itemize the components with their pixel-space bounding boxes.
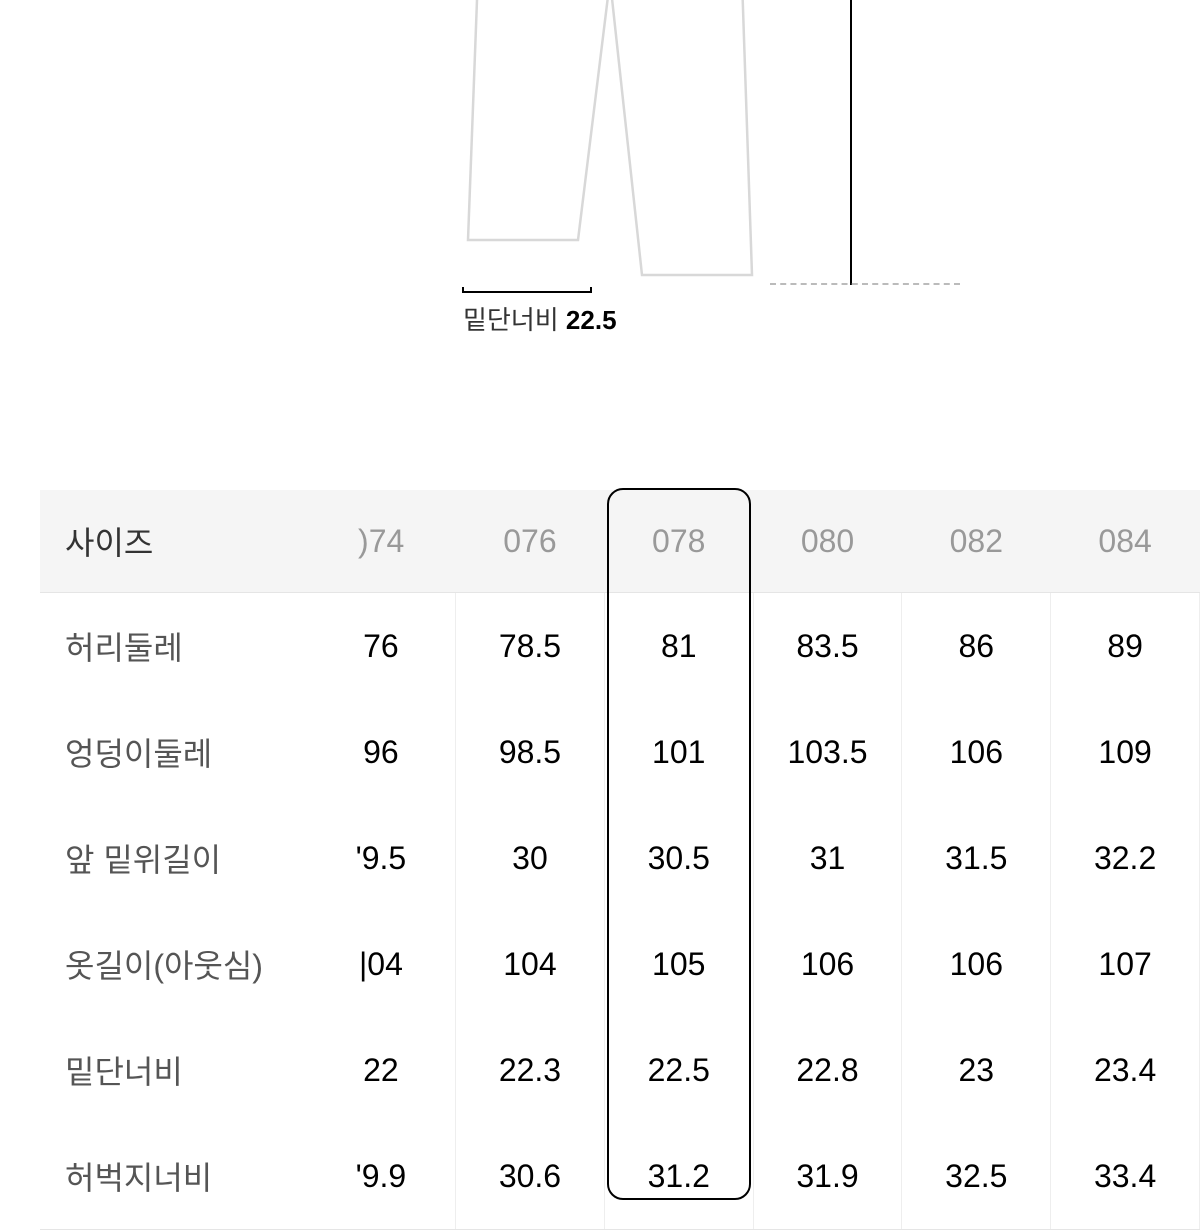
table-body: 허리둘레7678.58183.58689엉덩이둘레9698.5101103.51… — [40, 593, 1200, 1230]
cell-value: 22.3 — [456, 1017, 605, 1123]
row-label: 엉덩이둘레 — [40, 699, 307, 805]
row-label: 앞 밑위길이 — [40, 805, 307, 911]
cell-value: 106 — [902, 699, 1051, 805]
cell-value: 105 — [604, 911, 753, 1017]
table-row: 앞 밑위길이'9.53030.53131.532.2 — [40, 805, 1200, 911]
hem-width-label: 밑단너비 22.5 — [463, 300, 617, 337]
row-label: 허벅지너비 — [40, 1123, 307, 1230]
row-label: 옷길이(아웃심) — [40, 911, 307, 1017]
row-label: 허리둘레 — [40, 593, 307, 700]
header-size-4[interactable]: 082 — [902, 490, 1051, 593]
hem-width-bracket — [462, 287, 592, 293]
header-size-5[interactable]: 084 — [1051, 490, 1200, 593]
cell-value: 22.5 — [604, 1017, 753, 1123]
table-row: 허벅지너비'9.930.631.231.932.533.4 — [40, 1123, 1200, 1230]
cell-value: '9.5 — [307, 805, 456, 911]
cell-value: 106 — [753, 911, 902, 1017]
cell-value: 96 — [307, 699, 456, 805]
cell-value: 31.2 — [604, 1123, 753, 1230]
cell-value: 32.5 — [902, 1123, 1051, 1230]
cell-value: 23 — [902, 1017, 1051, 1123]
header-label: 사이즈 — [40, 490, 307, 593]
cell-value: 76 — [307, 593, 456, 700]
cell-value: 86 — [902, 593, 1051, 700]
hem-label-text: 밑단너비 — [463, 305, 559, 335]
cell-value: 109 — [1051, 699, 1200, 805]
pants-outline-svg — [420, 0, 800, 320]
cell-value: 101 — [604, 699, 753, 805]
size-table-container: 사이즈 )74 076 078 080 082 084 허리둘레7678.581… — [40, 490, 1200, 1230]
cell-value: 32.2 — [1051, 805, 1200, 911]
cell-value: 22.8 — [753, 1017, 902, 1123]
hem-label-value: 22.5 — [566, 305, 617, 335]
cell-value: 30.5 — [604, 805, 753, 911]
cell-value: 104 — [456, 911, 605, 1017]
table-row: 옷길이(아웃심)|04104105106106107 — [40, 911, 1200, 1017]
cell-value: 22 — [307, 1017, 456, 1123]
cell-value: 30.6 — [456, 1123, 605, 1230]
header-size-2[interactable]: 078 — [604, 490, 753, 593]
pants-diagram: 밑단너비 22.5 — [0, 0, 1200, 400]
cell-value: 30 — [456, 805, 605, 911]
row-label: 밑단너비 — [40, 1017, 307, 1123]
baseline-dashed — [770, 283, 960, 285]
cell-value: 103.5 — [753, 699, 902, 805]
cell-value: 31.5 — [902, 805, 1051, 911]
length-indicator-line — [850, 0, 852, 285]
cell-value: 106 — [902, 911, 1051, 1017]
cell-value: 23.4 — [1051, 1017, 1200, 1123]
cell-value: 33.4 — [1051, 1123, 1200, 1230]
size-chart-table: 사이즈 )74 076 078 080 082 084 허리둘레7678.581… — [40, 490, 1200, 1230]
cell-value: 78.5 — [456, 593, 605, 700]
cell-value: 89 — [1051, 593, 1200, 700]
header-size-0[interactable]: )74 — [307, 490, 456, 593]
header-size-1[interactable]: 076 — [456, 490, 605, 593]
cell-value: 83.5 — [753, 593, 902, 700]
header-size-3[interactable]: 080 — [753, 490, 902, 593]
cell-value: 31 — [753, 805, 902, 911]
table-row: 밑단너비2222.322.522.82323.4 — [40, 1017, 1200, 1123]
cell-value: 107 — [1051, 911, 1200, 1017]
cell-value: 81 — [604, 593, 753, 700]
table-row: 엉덩이둘레9698.5101103.5106109 — [40, 699, 1200, 805]
cell-value: 31.9 — [753, 1123, 902, 1230]
cell-value: '9.9 — [307, 1123, 456, 1230]
table-header-row: 사이즈 )74 076 078 080 082 084 — [40, 490, 1200, 593]
cell-value: |04 — [307, 911, 456, 1017]
table-row: 허리둘레7678.58183.58689 — [40, 593, 1200, 700]
cell-value: 98.5 — [456, 699, 605, 805]
